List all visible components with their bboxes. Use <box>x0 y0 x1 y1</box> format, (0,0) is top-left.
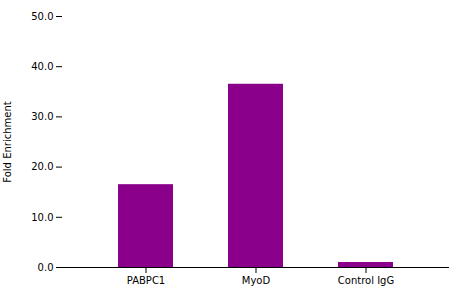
svg-text:20.0: 20.0 <box>31 161 53 172</box>
svg-text:40.0: 40.0 <box>31 61 53 72</box>
svg-text:10.0: 10.0 <box>31 212 53 223</box>
svg-text:Fold Enrichment: Fold Enrichment <box>2 101 13 182</box>
svg-text:PABPC1: PABPC1 <box>127 275 165 286</box>
svg-text:0.0: 0.0 <box>38 262 54 273</box>
svg-text:MyoD: MyoD <box>242 275 271 286</box>
svg-text:30.0: 30.0 <box>31 111 53 122</box>
svg-text:Control IgG: Control IgG <box>338 275 394 286</box>
svg-text:50.0: 50.0 <box>31 11 53 22</box>
